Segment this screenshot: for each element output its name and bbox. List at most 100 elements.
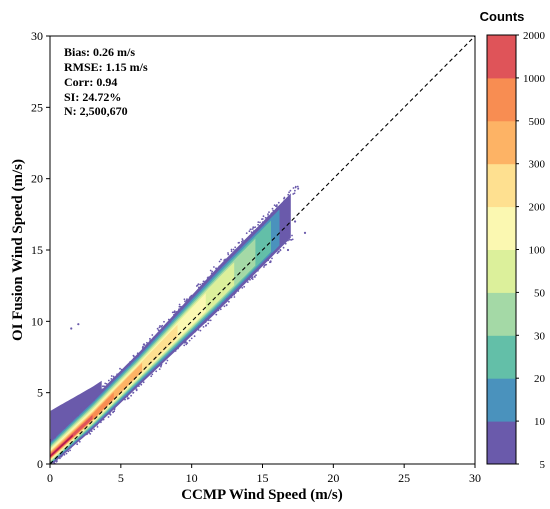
outlier-point bbox=[230, 248, 233, 251]
outlier-point bbox=[262, 215, 265, 218]
outlier-point bbox=[91, 399, 94, 401]
outlier-point bbox=[132, 354, 135, 357]
outlier-point bbox=[275, 207, 278, 210]
outlier-point bbox=[132, 357, 135, 360]
outlier-point bbox=[215, 267, 218, 270]
y-tick-label: 10 bbox=[31, 314, 43, 328]
outlier-point bbox=[263, 264, 266, 267]
outlier-point bbox=[283, 200, 286, 203]
outlier-point bbox=[158, 326, 161, 329]
outlier-point bbox=[230, 296, 233, 299]
outlier-point bbox=[184, 340, 187, 343]
y-axis-ticks: 0 5 10 15 20 25 30 bbox=[31, 29, 50, 471]
outlier-point bbox=[208, 319, 210, 322]
outlier-point bbox=[249, 275, 252, 277]
outlier-point bbox=[188, 297, 191, 300]
outlier-point bbox=[186, 298, 188, 301]
outlier-point bbox=[249, 278, 251, 281]
outlier-point bbox=[233, 296, 236, 298]
outlier-point bbox=[107, 416, 110, 418]
colorbar-tick-label: 20 bbox=[534, 373, 546, 385]
outlier-point bbox=[166, 323, 168, 326]
x-tick-label: 10 bbox=[186, 471, 198, 485]
outlier-point bbox=[222, 302, 224, 304]
outlier-point bbox=[120, 368, 123, 371]
outlier-point bbox=[183, 340, 185, 343]
colorbar-segment bbox=[487, 77, 516, 122]
outlier-point bbox=[199, 329, 202, 332]
outlier-point bbox=[243, 285, 246, 288]
outlier-point bbox=[290, 239, 293, 241]
outlier-point bbox=[244, 280, 246, 283]
outlier-point bbox=[113, 377, 116, 380]
outlier-point bbox=[129, 362, 132, 365]
density-cloud bbox=[50, 185, 307, 464]
outlier-point bbox=[261, 218, 264, 220]
outlier-point bbox=[132, 391, 135, 394]
outlier-point bbox=[207, 322, 210, 325]
outlier-point bbox=[269, 261, 271, 264]
colorbar-tick-label: 200 bbox=[529, 202, 546, 214]
outlier-point bbox=[256, 228, 258, 231]
outlier-point bbox=[77, 439, 80, 442]
y-axis-label: OI Fusion Wind Speed (m/s) bbox=[10, 159, 26, 341]
outlier-point bbox=[227, 252, 229, 254]
outlier-point bbox=[224, 258, 227, 261]
outlier-point bbox=[215, 313, 218, 316]
outlier-point bbox=[143, 343, 145, 346]
outlier-point bbox=[234, 292, 237, 294]
outlier-point bbox=[149, 337, 151, 340]
outlier-point bbox=[197, 286, 200, 289]
outlier-point bbox=[107, 379, 110, 382]
outlier-point bbox=[89, 402, 91, 405]
y-tick-label: 30 bbox=[31, 29, 43, 43]
outlier-point bbox=[60, 455, 63, 457]
outlier-point bbox=[217, 307, 219, 309]
outlier-point bbox=[174, 312, 177, 314]
colorbar-ticks: 5 10 20 30 50 100 200 300 500 1000 2000 bbox=[516, 30, 546, 471]
outlier-point bbox=[82, 404, 84, 407]
outlier-point bbox=[277, 250, 280, 253]
outlier-point bbox=[53, 434, 56, 437]
outlier-point bbox=[148, 342, 151, 344]
outlier-point bbox=[203, 320, 206, 323]
outlier-point bbox=[58, 426, 61, 429]
outlier-point bbox=[199, 283, 202, 286]
outlier-point bbox=[212, 272, 215, 274]
outlier-point bbox=[275, 249, 278, 252]
outlier-point bbox=[271, 212, 273, 215]
outlier-point bbox=[70, 420, 73, 423]
outlier-point bbox=[291, 234, 293, 237]
outlier-point bbox=[157, 329, 160, 332]
outlier-point bbox=[253, 230, 255, 232]
outlier-point bbox=[63, 427, 66, 430]
outlier-point bbox=[193, 330, 196, 333]
colorbar-tick-label: 5 bbox=[540, 459, 546, 471]
outlier-point bbox=[184, 300, 186, 303]
outlier-point bbox=[124, 398, 126, 401]
outlier-point bbox=[130, 394, 133, 397]
outlier-point bbox=[224, 300, 227, 303]
outlier-point bbox=[273, 211, 275, 214]
outlier-point bbox=[190, 294, 193, 297]
outlier-point bbox=[156, 327, 159, 330]
colorbar-tick-label: 10 bbox=[534, 416, 546, 428]
stat-corr: Corr: 0.94 bbox=[64, 75, 117, 89]
outlier-point bbox=[242, 239, 244, 242]
outlier-point bbox=[135, 388, 138, 391]
x-tick-label: 20 bbox=[327, 471, 339, 485]
outlier-point bbox=[77, 414, 80, 417]
outlier-point bbox=[283, 197, 285, 200]
outlier-point bbox=[237, 290, 240, 292]
colorbar-segment bbox=[487, 335, 516, 379]
colorbar-segment bbox=[487, 206, 516, 250]
outlier-point bbox=[267, 259, 270, 262]
outlier-point bbox=[267, 213, 269, 216]
outlier-point bbox=[276, 252, 279, 255]
outlier-point bbox=[264, 219, 267, 222]
outlier-point bbox=[204, 280, 207, 283]
outlier-point bbox=[268, 211, 270, 214]
outlier-point bbox=[197, 329, 200, 331]
outlier-point bbox=[296, 185, 299, 188]
outlier-point bbox=[136, 355, 139, 358]
